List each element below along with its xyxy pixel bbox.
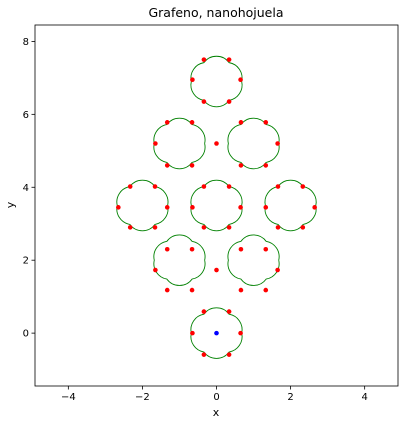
atom-point (263, 246, 269, 252)
atom-point (226, 309, 232, 314)
atom-point (238, 246, 244, 252)
atom-point (116, 205, 121, 210)
atom-point (263, 120, 269, 125)
x-tick-label: −2 (135, 392, 150, 403)
atom-point (263, 163, 269, 168)
atom-point (164, 205, 170, 210)
atom-point (226, 57, 232, 62)
atom-point (226, 352, 232, 357)
plot-area (116, 55, 317, 359)
atom-point (201, 225, 207, 230)
hexagon-ring (190, 179, 243, 232)
atom-point (201, 352, 207, 357)
chart-title: Grafeno, nanohojuela (148, 5, 283, 20)
atom-point (226, 99, 232, 104)
origin-point (214, 330, 219, 336)
x-axis: −4 −2 0 2 4 (61, 386, 368, 403)
atom-point (263, 205, 269, 210)
y-tick-label: 4 (23, 183, 29, 194)
atom-point (300, 184, 306, 189)
y-axis-label: y (4, 201, 17, 208)
atom-point (189, 120, 195, 125)
x-tick-label: 0 (213, 392, 219, 403)
hexagon-ring (153, 117, 206, 170)
atom-point (152, 225, 158, 230)
atom-point (164, 120, 170, 125)
atom-point (275, 267, 280, 273)
atom-point (238, 330, 243, 336)
atom-point (263, 287, 269, 293)
atom-point (164, 287, 170, 293)
hexagon-ring (227, 234, 280, 286)
hexagon-ring (116, 179, 169, 232)
x-tick-label: 4 (361, 392, 367, 403)
atom-point (190, 330, 195, 336)
atom-point (127, 184, 133, 189)
atom-point (189, 287, 195, 293)
atom-point (152, 184, 158, 189)
atom-point (127, 225, 133, 230)
atom-point (214, 141, 219, 146)
atom-point (190, 205, 195, 210)
atom-point (226, 225, 232, 230)
atom-point (201, 99, 207, 104)
atom-point (214, 267, 219, 273)
atom-point (164, 163, 170, 168)
atom-point (238, 77, 243, 82)
atom-point (238, 205, 243, 210)
hexagon-ring (190, 55, 243, 108)
y-tick-label: 2 (23, 256, 29, 267)
hexagon-ring (153, 234, 206, 286)
atom-point (164, 246, 170, 252)
atom-point (226, 184, 232, 189)
y-tick-label: 6 (23, 110, 29, 121)
atom-point (201, 309, 207, 314)
atom-point (275, 141, 280, 146)
atom-point (275, 184, 281, 189)
x-tick-label: 2 (287, 392, 293, 403)
hexagon-ring (264, 179, 317, 232)
x-tick-label: −4 (61, 392, 76, 403)
atom-point (275, 225, 281, 230)
atom-point (238, 287, 244, 293)
atom-point (201, 57, 207, 62)
atom-point (189, 246, 195, 252)
hexagon-ring (227, 117, 280, 170)
y-tick-label: 8 (23, 37, 29, 48)
x-axis-label: x (213, 406, 220, 419)
atom-point (238, 120, 244, 125)
atom-point (153, 267, 158, 273)
atom-point (238, 163, 244, 168)
atom-point (190, 77, 195, 82)
atom-point (153, 141, 158, 146)
y-tick-label: 0 (23, 329, 29, 340)
atom-point (201, 184, 207, 189)
atom-point (312, 205, 317, 210)
atom-point (300, 225, 306, 230)
atom-point (189, 163, 195, 168)
y-axis: 0 2 4 6 8 (23, 37, 35, 340)
